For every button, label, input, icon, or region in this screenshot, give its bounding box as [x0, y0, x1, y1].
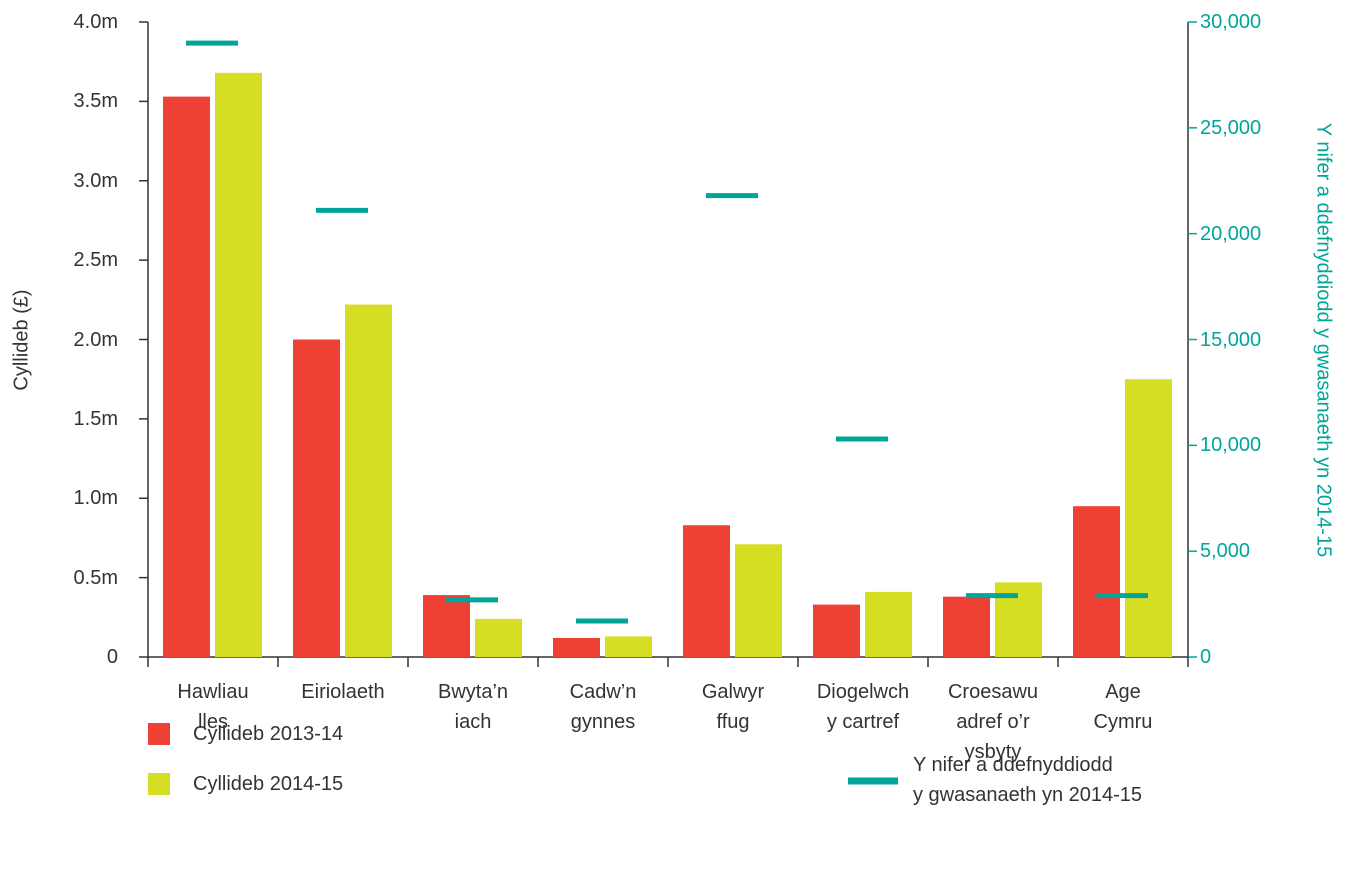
legend-swatch	[148, 773, 170, 795]
bar	[735, 544, 782, 657]
bar	[215, 72, 262, 658]
x-tick-label: Age Cymru	[1093, 681, 1153, 733]
y-tick-label: 3.5m	[73, 90, 118, 113]
x-tick-label: Cadw’n gynnes	[569, 681, 637, 733]
bar	[813, 604, 860, 657]
legend-label: Cyllideb 2014-15	[193, 773, 344, 795]
bar	[475, 618, 522, 657]
bar	[163, 96, 210, 658]
x-tick-label: Croesawu adref o’r ysbyty	[947, 681, 1039, 763]
bar	[1125, 379, 1172, 657]
y-tick-label: 1.5m	[73, 407, 118, 430]
bar	[683, 525, 730, 657]
y-tick-label: 0	[106, 646, 118, 668]
legend-swatch	[148, 723, 170, 745]
y-tick-label: 3.0m	[73, 169, 118, 192]
y2-tick-label: 20,000	[1200, 222, 1262, 245]
bar	[865, 591, 912, 657]
x-tick-label: Galwyr ffug	[701, 681, 765, 733]
y2-tick-label: 15,000	[1200, 328, 1262, 351]
x-tick-label: Diogelwch y cartref	[816, 681, 910, 733]
legend-label: Cyllideb 2013-14	[193, 723, 344, 745]
bar	[553, 637, 600, 657]
x-tick-label: Bwyta’n iach	[437, 681, 509, 733]
y2-tick-label: 5,000	[1200, 540, 1251, 563]
y-tick-label: 4.0m	[73, 11, 118, 33]
y2-tick-label: 25,000	[1200, 116, 1262, 139]
y2-tick-label: 30,000	[1200, 11, 1262, 33]
y-tick-label: 2.0m	[73, 328, 118, 351]
y2-tick-label: 0	[1200, 646, 1212, 668]
bar	[1073, 506, 1120, 657]
y-tick-label: 1.0m	[73, 487, 118, 510]
x-tick-label: Hawliau lles	[177, 681, 249, 733]
bar	[293, 339, 340, 657]
y-axis-label: Cyllideb (£)	[10, 289, 33, 391]
y2-tick-label: 10,000	[1200, 434, 1262, 457]
bar	[423, 595, 470, 657]
x-tick-label: Eiriolaeth	[301, 681, 385, 703]
bar	[605, 636, 652, 657]
bar	[943, 596, 990, 657]
legend-label: Y nifer a ddefnyddiodd y gwasanaeth yn 2…	[913, 754, 1143, 806]
y2-axis-label: Y nifer a ddefnyddiodd y gwasanaeth yn 2…	[1312, 122, 1335, 558]
y-tick-label: 0.5m	[73, 566, 118, 589]
bar	[345, 304, 392, 657]
y-tick-label: 2.5m	[73, 249, 118, 272]
